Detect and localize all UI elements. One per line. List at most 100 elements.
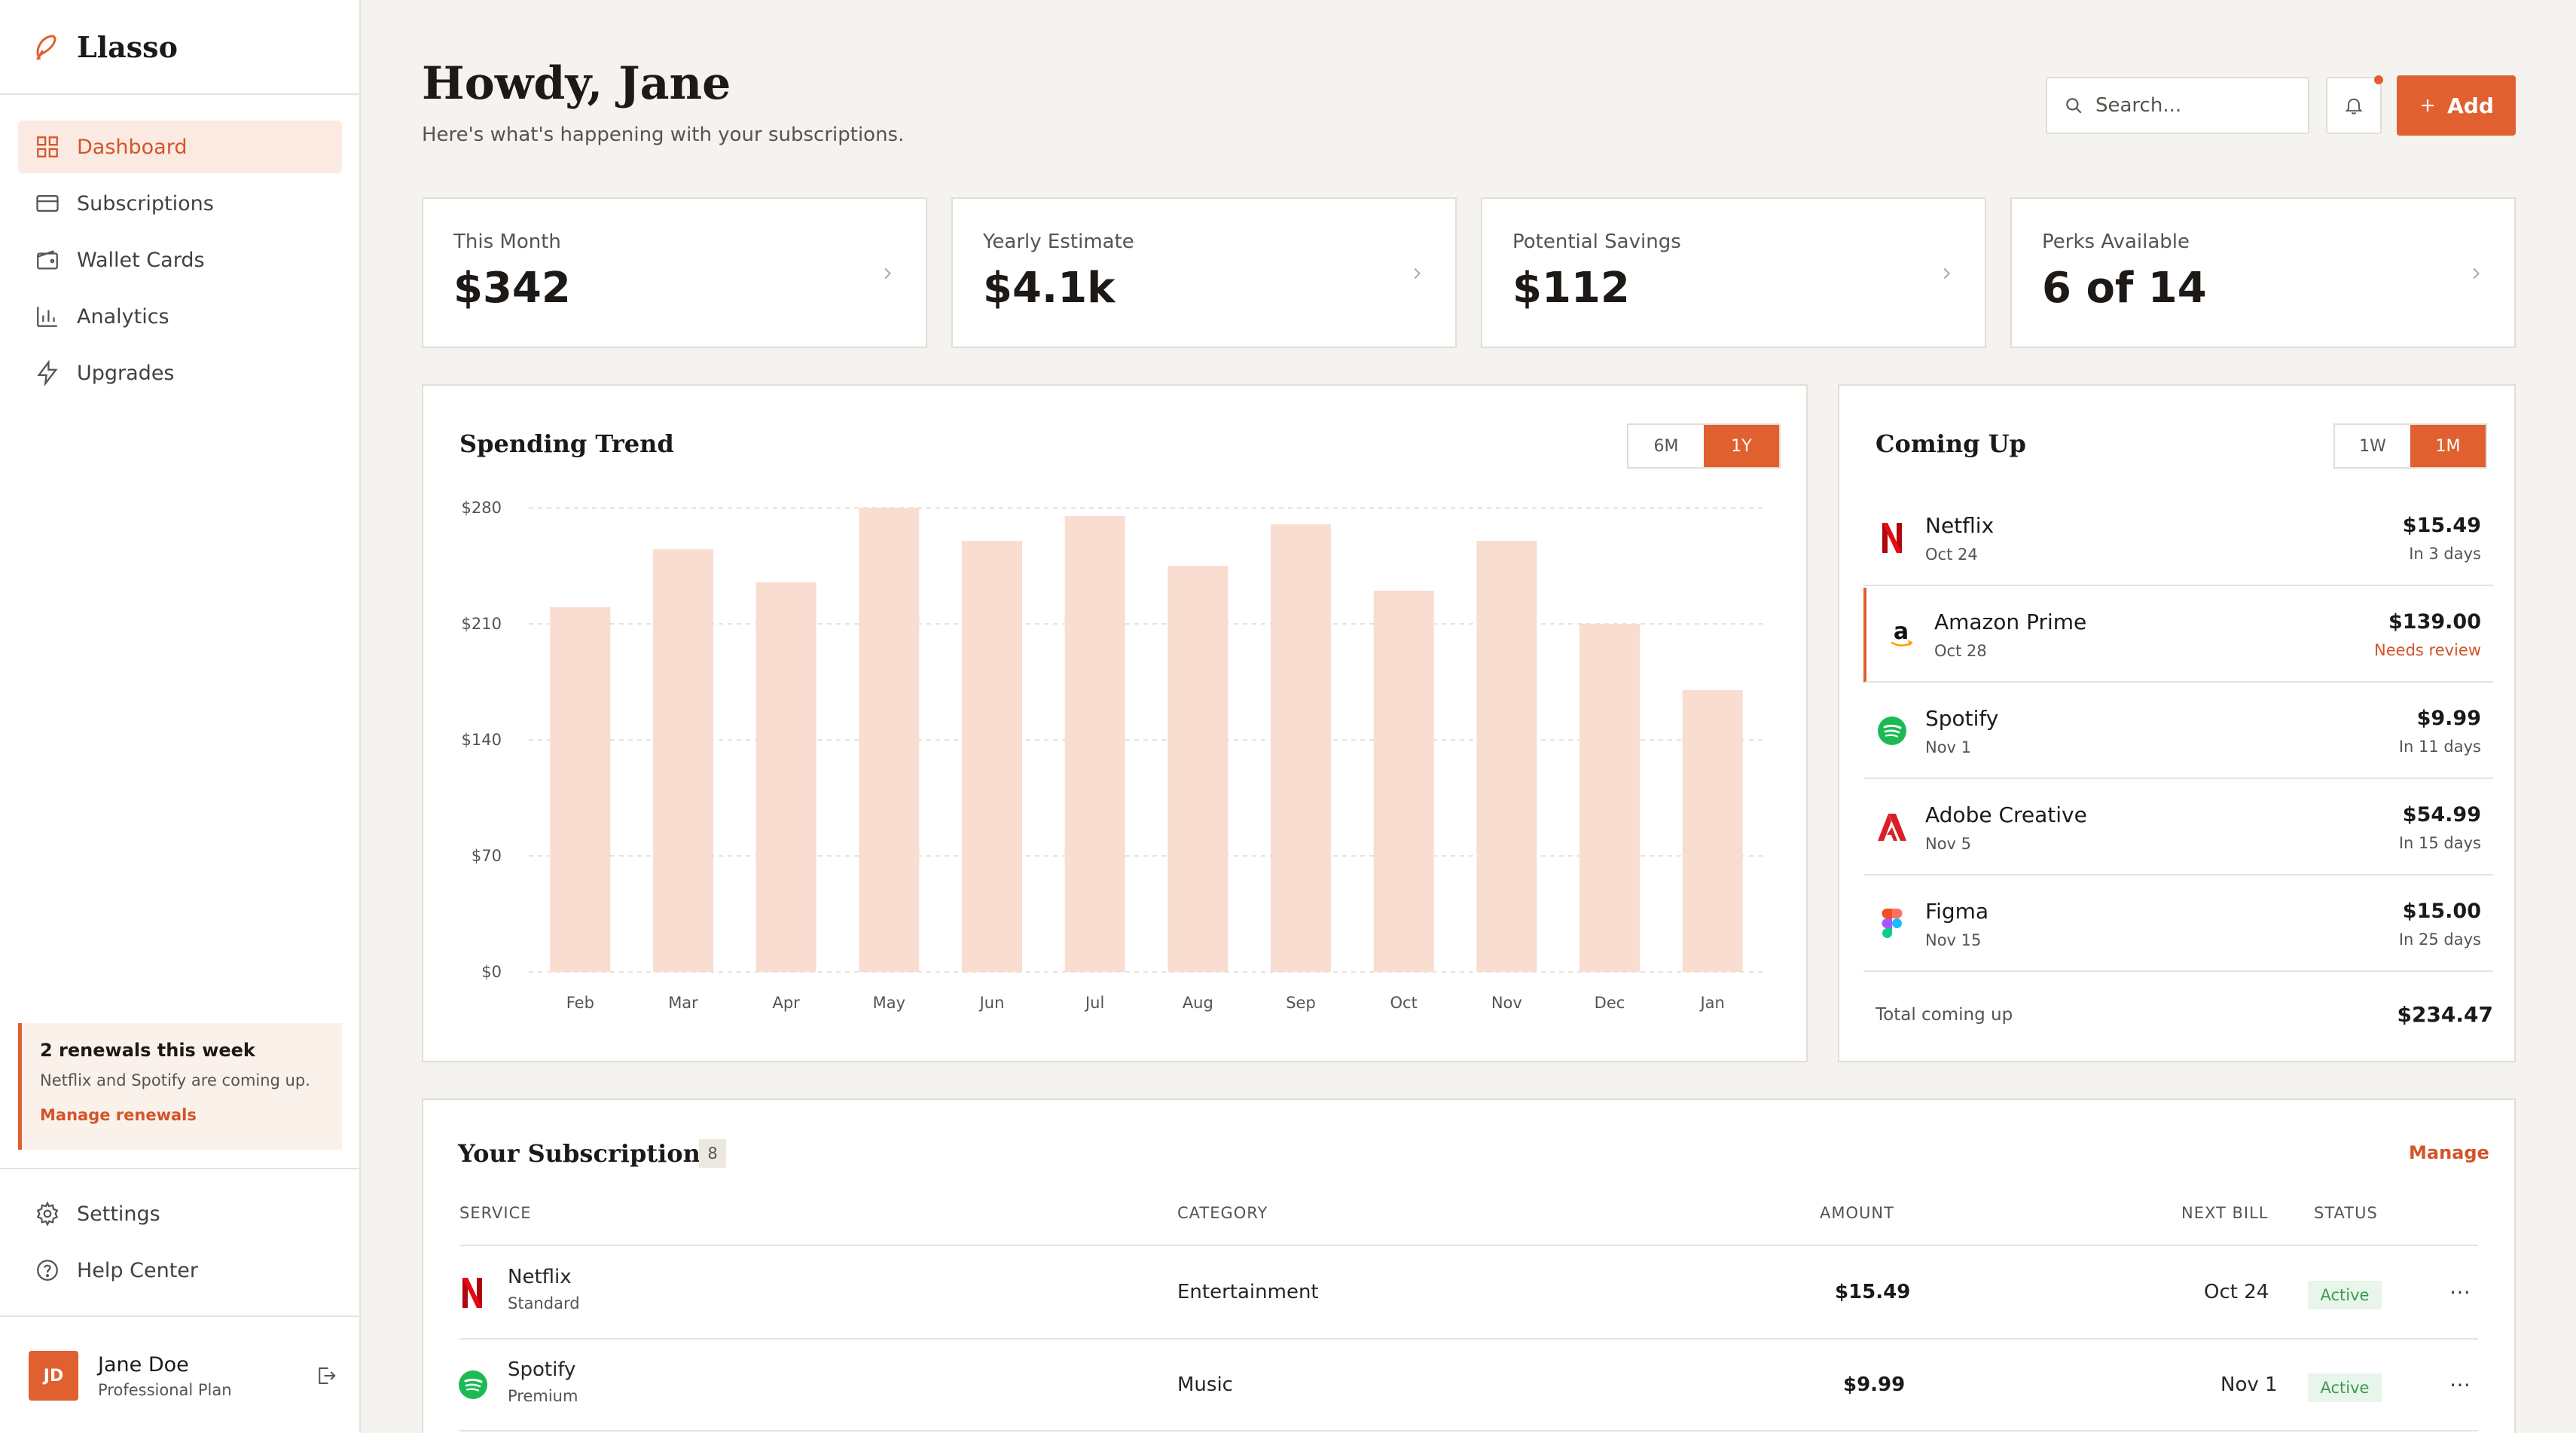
amount-cell: $15.49 [1835,1281,1911,1303]
nav-item-upgrades[interactable]: Upgrades [18,347,342,399]
bar-chart-icon [37,307,57,327]
service-plan: Standard [508,1294,580,1312]
upcoming-total: Total coming up $234.47 [1876,1002,2493,1027]
manage-link[interactable]: Manage [2409,1142,2489,1163]
user-plan: Professional Plan [98,1380,232,1399]
range-1w-button[interactable]: 1W [2359,436,2386,456]
nav-label: Dashboard [77,135,188,159]
upcoming-amount: $9.99 [2416,706,2481,730]
needs-review-label: Needs review [2374,640,2481,659]
stat-label: Yearly Estimate [983,231,1134,253]
column-header-status[interactable]: STATUS [2314,1204,2378,1222]
y-tick-label: $140 [462,731,502,749]
subscriptions-panel [422,1098,2516,1433]
y-tick-label: $0 [481,963,502,981]
upcoming-right: $15.49 In 3 days [2403,514,2481,563]
chart-bar [962,541,1022,972]
user-profile[interactable]: JD Jane Doe Professional Plan [29,1349,337,1403]
stat-card-yearly-estimate[interactable]: Yearly Estimate $4.1k [951,197,1457,348]
status-badge: Active [2308,1281,2382,1309]
divider [0,93,359,95]
table-divider [459,1245,2478,1246]
nav-item-dashboard[interactable]: Dashboard [18,121,342,173]
upcoming-info: Adobe Creative Nov 5 [1925,802,2399,853]
search-input[interactable] [2095,94,2291,117]
nav-item-subscriptions[interactable]: Subscriptions [18,177,342,230]
upcoming-amount: $139.00 [2388,610,2481,634]
svg-text:a: a [1894,619,1909,645]
stat-card-perks-available[interactable]: Perks Available 6 of 14 [2010,197,2516,348]
upcoming-item-spotify[interactable]: Spotify Nov 1 $9.99 In 11 days [1863,684,2493,779]
nav-item-settings[interactable]: Settings [18,1187,342,1240]
upcoming-when: In 3 days [2409,544,2481,563]
stat-value: $112 [1512,264,1630,313]
amazon-icon: a [1885,618,1918,651]
column-header-amount[interactable]: AMOUNT [1820,1204,1894,1222]
range-1m-button[interactable]: 1M [2410,425,2486,467]
column-header-category[interactable]: CATEGORY [1177,1204,1268,1222]
x-tick-label: Jul [1084,994,1104,1012]
next-bill-cell: Oct 24 [2204,1281,2269,1303]
upcoming-item-netflix[interactable]: Netflix Oct 24 $15.49 In 3 days [1863,491,2493,586]
service-name: Netflix [508,1266,572,1288]
upcoming-item-figma[interactable]: Figma Nov 15 $15.00 In 25 days [1863,877,2493,972]
column-header-service[interactable]: SERVICE [459,1204,532,1222]
column-header-next-bill[interactable]: NEXT BILL [2181,1204,2269,1222]
stat-value: 6 of 14 [2042,264,2207,313]
app-name: Llasso [77,29,178,64]
notifications-button[interactable] [2326,77,2382,134]
upcoming-date: Oct 28 [1934,641,1987,660]
notification-dot [2374,75,2383,84]
coming-up-panel: Coming Up 1W 1M Netflix Oct 24 $15.49 In… [1838,384,2516,1062]
more-options-icon[interactable]: ⋯ [2449,1372,2472,1397]
nav-item-wallet-cards[interactable]: Wallet Cards [18,234,342,286]
nav-label: Analytics [77,304,169,328]
range-6m-button[interactable]: 6M [1653,436,1679,456]
x-tick-label: Feb [566,994,594,1012]
status-badge: Active [2308,1373,2382,1402]
stat-label: Potential Savings [1512,231,1681,253]
x-tick-label: Apr [772,994,800,1012]
amount-cell: $9.99 [1843,1373,1906,1396]
nav-item-help-center[interactable]: Help Center [18,1244,342,1297]
search-icon [2066,98,2082,114]
next-bill-cell: Nov 1 [2220,1373,2278,1396]
upcoming-when: In 25 days [2398,930,2481,949]
nav-label: Help Center [77,1258,199,1282]
upcoming-item-adobe-creative[interactable]: Adobe Creative Nov 5 $54.99 In 15 days [1863,781,2493,875]
upcoming-item-amazon-prime[interactable]: a Amazon Prime Oct 28 $139.00 Needs revi… [1863,588,2493,683]
main-nav: Dashboard Subscriptions Wallet Cards Ana… [18,121,342,403]
upcoming-amount: $15.49 [2402,513,2481,537]
upcoming-name: Adobe Creative [1925,802,2087,827]
more-options-icon[interactable]: ⋯ [2449,1279,2472,1304]
service-plan: Premium [508,1387,578,1405]
x-tick-label: May [873,994,905,1012]
dashboard-icon [37,136,58,157]
stat-card-this-month[interactable]: This Month $342 [422,197,927,348]
coming-up-title: Coming Up [1876,429,2026,458]
upcoming-right: $15.00 In 25 days [2399,900,2481,949]
chart-bar [1579,624,1640,972]
manage-renewals-link[interactable]: Manage renewals [40,1106,197,1124]
table-divider [459,1338,2478,1340]
upcoming-range-toggle: 1W 1M [2333,423,2487,469]
stat-card-potential-savings[interactable]: Potential Savings $112 [1481,197,1986,348]
y-tick-label: $210 [462,615,502,633]
add-button[interactable]: Add [2397,75,2516,136]
upcoming-when: In 15 days [2398,833,2481,852]
nav-label: Upgrades [77,361,175,385]
nav-item-analytics[interactable]: Analytics [18,290,342,343]
divider [0,1168,359,1169]
logout-icon[interactable] [315,1364,337,1387]
upcoming-name: Spotify [1925,705,1999,731]
spending-chart: $0 $70 $140 $210 $280 Feb Mar Apr May Jun Jul Aug Se… [462,499,1764,1012]
range-1y-button[interactable]: 1Y [1704,425,1779,467]
lasso-logo-icon [36,35,56,61]
plus-icon [2422,99,2434,112]
logo[interactable]: Llasso [32,29,178,64]
stat-label: This Month [453,231,561,253]
search-box[interactable] [2046,77,2309,134]
total-amount: $234.47 [2397,1002,2493,1027]
category-cell: Entertainment [1177,1281,1319,1303]
chevron-right-icon [884,267,891,280]
